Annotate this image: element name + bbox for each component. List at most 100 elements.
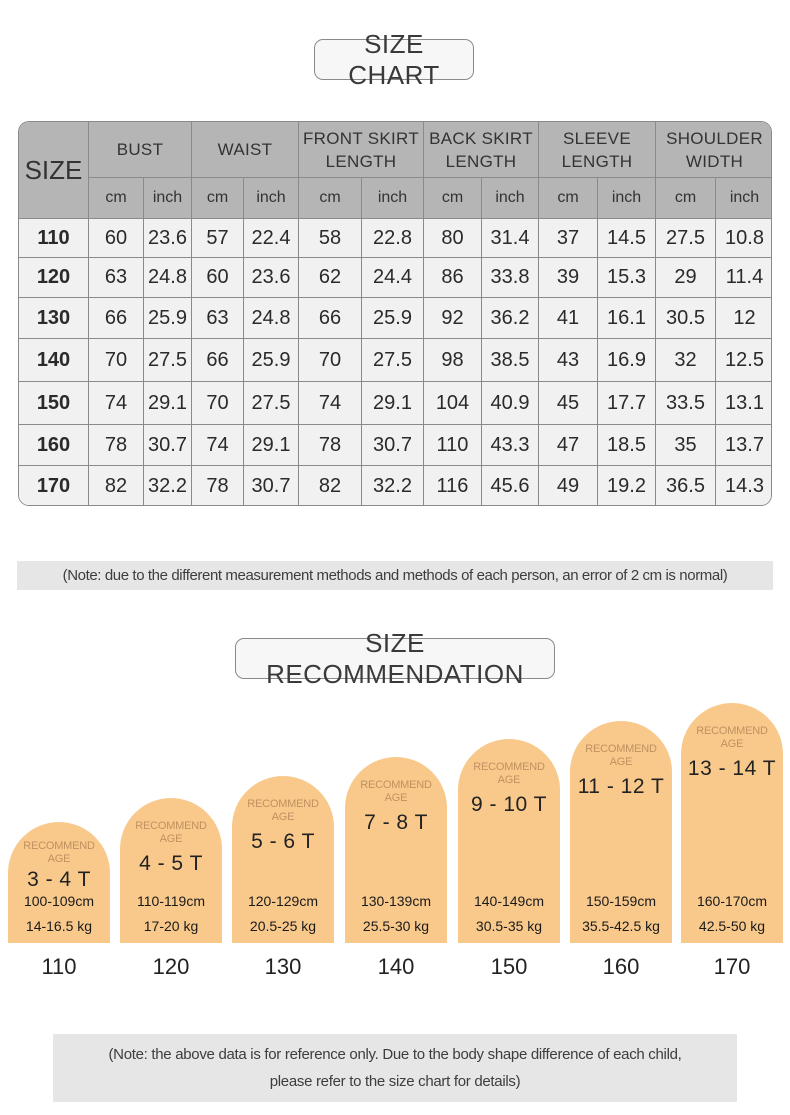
recommended-age: 9 - 10 T [471,793,547,816]
table-cell: 11.4 [716,258,771,298]
table-cell: 80 [424,219,482,258]
group-header-line-1: FRONT SKIRT [302,128,420,148]
weight-range: 14-16.5 kg [25,918,93,934]
table-cell: 30.7 [144,425,192,466]
table-cell: 27.5 [144,339,192,382]
height-range: 130-139cm [360,893,432,909]
recommend-label: RECOMMEND [585,743,657,755]
table-cell: 43.3 [482,425,539,466]
weight-range: 42.5-50 kg [698,918,766,934]
size-label: 110 [41,954,77,979]
table-cell: 70 [89,339,144,382]
unit-header: inch [598,178,656,219]
recommended-age: 3 - 4 T [27,868,91,891]
table-cell: 74 [89,382,144,425]
recommend-label: RECOMMEND [360,779,432,791]
table-cell: 13.7 [716,425,771,466]
size-label: 170 [713,954,751,979]
table-cell: 60 [89,219,144,258]
table-cell: 35 [656,425,716,466]
recommended-age: 5 - 6 T [251,830,315,853]
size-recommendation-arch: RECOMMEND AGE 13 - 14 T 160-170cm 42.5-50 kg [681,703,783,943]
group-header-line-1: BACK SKIRT [429,128,533,148]
table-cell: 12.5 [716,339,771,382]
size-cell: 110 [19,219,89,258]
table-cell: 33.5 [656,382,716,425]
table-cell: 29 [656,258,716,298]
size-label: 150 [490,954,528,979]
group-header-line-1: BUST [116,140,164,159]
weight-range: 20.5-25 kg [249,918,317,934]
size-label: 160 [602,954,640,979]
table-cell: 74 [192,425,244,466]
table-cell: 49 [539,466,598,505]
table-cell: 78 [192,466,244,505]
table-cell: 32 [656,339,716,382]
table-cell: 63 [192,298,244,339]
table-cell: 110 [424,425,482,466]
recommended-age: 4 - 5 T [139,852,203,875]
size-cell: 150 [19,382,89,425]
table-cell: 17.7 [598,382,656,425]
unit-header: inch [244,178,299,219]
size-recommendation-arch: RECOMMEND AGE 3 - 4 T 100-109cm 14-16.5 kg [8,822,110,943]
table-cell: 14.5 [598,219,656,258]
table-cell: 70 [299,339,362,382]
table-cell: 66 [89,298,144,339]
height-range: 120-129cm [247,893,319,909]
table-cell: 19.2 [598,466,656,505]
table-cell: 33.8 [482,258,539,298]
table-cell: 60 [192,258,244,298]
size-column-header: SIZE [19,122,89,219]
table-cell: 82 [89,466,144,505]
table-cell: 30.7 [244,466,299,505]
height-range: 160-170cm [696,893,768,909]
table-cell: 45 [539,382,598,425]
size-label: 140 [377,954,415,979]
size-recommendation-arch: RECOMMEND AGE 11 - 12 T 150-159cm 35.5-42.5 … [570,721,672,943]
table-cell: 30.5 [656,298,716,339]
table-cell: 24.8 [244,298,299,339]
unit-header: inch [482,178,539,219]
table-cell: 13.1 [716,382,771,425]
recommend-label: RECOMMEND [473,761,545,773]
table-cell: 27.5 [244,382,299,425]
age-label: AGE [271,811,295,823]
table-cell: 40.9 [482,382,539,425]
unit-header: inch [144,178,192,219]
recommended-age: 11 - 12 T [577,775,665,798]
size-recommendation-arch: RECOMMEND AGE 9 - 10 T 140-149cm 30.5-35 kg [458,739,560,943]
unit-header: cm [539,178,598,219]
table-cell: 23.6 [244,258,299,298]
recommend-label: RECOMMEND [23,840,95,852]
group-header-line-2: WIDTH [685,151,744,171]
group-header-line-1: SHOULDER [666,128,763,148]
table-cell: 86 [424,258,482,298]
table-cell: 38.5 [482,339,539,382]
recommend-label: RECOMMEND [696,725,768,737]
column-group-header: BUST [89,122,192,178]
table-cell: 58 [299,219,362,258]
table-cell: 14.3 [716,466,771,505]
table-cell: 29.1 [244,425,299,466]
table-cell: 12 [716,298,771,339]
table-cell: 62 [299,258,362,298]
recommend-label: RECOMMEND [135,820,207,832]
table-cell: 78 [89,425,144,466]
age-label: AGE [384,792,408,804]
size-cell: 130 [19,298,89,339]
table-cell: 66 [192,339,244,382]
column-group-header: SHOULDER WIDTH [656,122,771,178]
height-range: 110-119cm [137,893,205,909]
column-group-header: WAIST [192,122,299,178]
group-header-line-2: LENGTH [561,151,633,171]
table-cell: 32.2 [362,466,424,505]
size-label: 130 [264,954,302,979]
table-cell: 57 [192,219,244,258]
table-cell: 63 [89,258,144,298]
table-cell: 25.9 [244,339,299,382]
table-cell: 70 [192,382,244,425]
size-chart-title: SIZE CHART [314,29,474,90]
table-cell: 43 [539,339,598,382]
size-recommendation-arch: RECOMMEND AGE 5 - 6 T 120-129cm 20.5-25 kg [232,776,334,943]
